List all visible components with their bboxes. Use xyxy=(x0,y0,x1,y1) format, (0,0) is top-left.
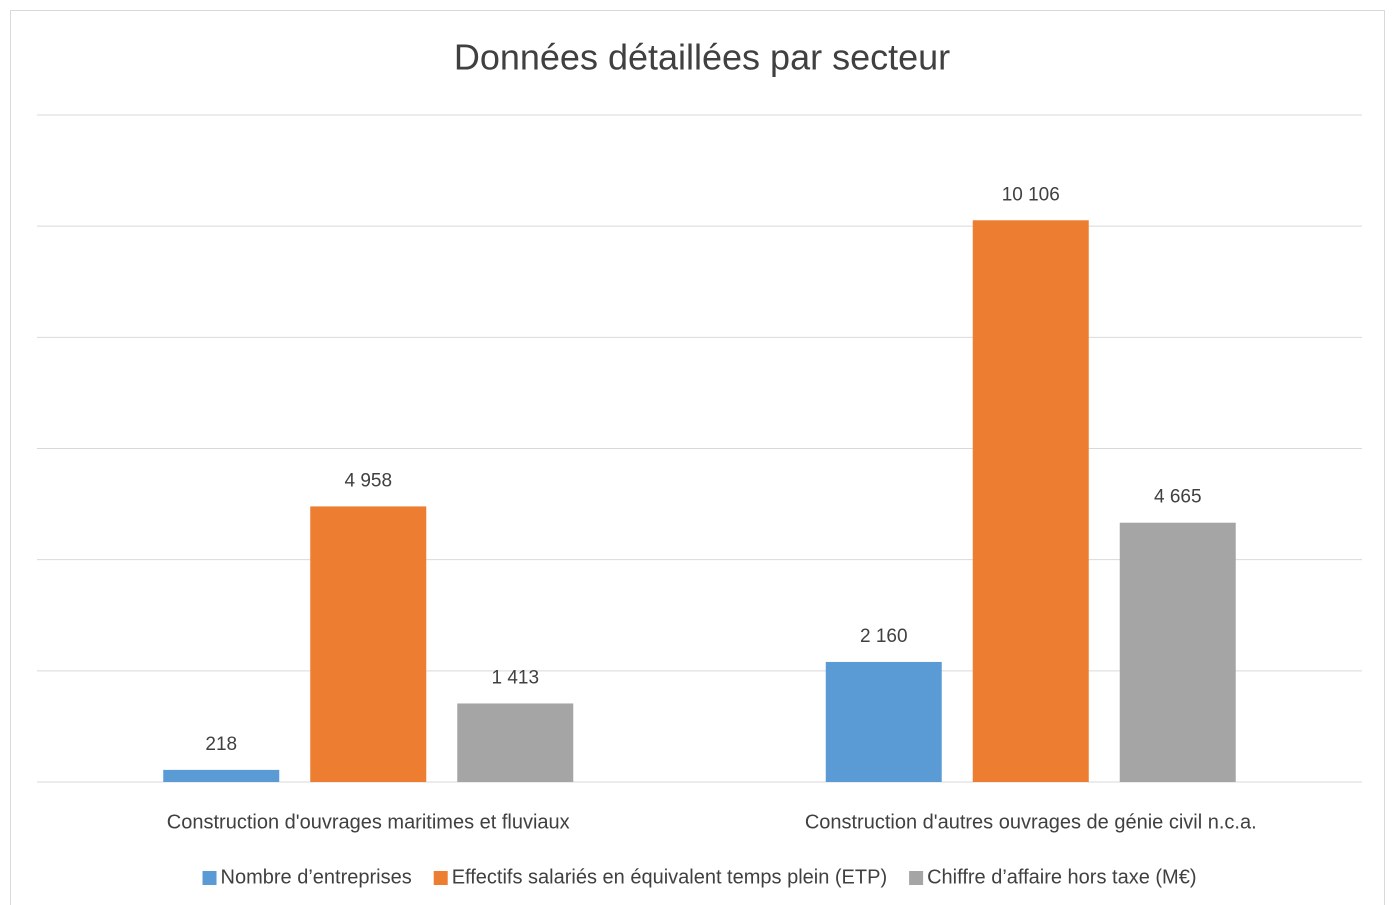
bar xyxy=(457,703,574,782)
legend-swatch xyxy=(433,871,448,885)
bar xyxy=(972,220,1089,782)
legend-swatch xyxy=(202,871,217,885)
x-tick-label: Construction d'ouvrages maritimes et flu… xyxy=(167,811,570,833)
legend-label: Effectifs salariés en équivalent temps p… xyxy=(452,866,887,888)
bar xyxy=(310,506,427,782)
data-label: 10 106 xyxy=(1002,184,1060,205)
legend-label: Nombre d’entreprises xyxy=(221,866,412,888)
data-label: 4 958 xyxy=(344,470,392,491)
x-tick-label: Construction d'autres ouvrages de génie … xyxy=(805,811,1257,833)
data-label: 1 413 xyxy=(491,667,539,688)
data-label: 2 160 xyxy=(860,626,908,647)
legend-label: Chiffre d’affaire hors taxe (M€) xyxy=(927,866,1196,888)
bar xyxy=(1119,522,1236,782)
bar xyxy=(825,661,942,782)
legend-swatch xyxy=(909,871,924,885)
bar xyxy=(163,769,280,782)
chart-title: Données détaillées par secteur xyxy=(454,37,950,78)
data-label: 218 xyxy=(205,734,237,755)
data-label: 4 665 xyxy=(1154,487,1202,508)
